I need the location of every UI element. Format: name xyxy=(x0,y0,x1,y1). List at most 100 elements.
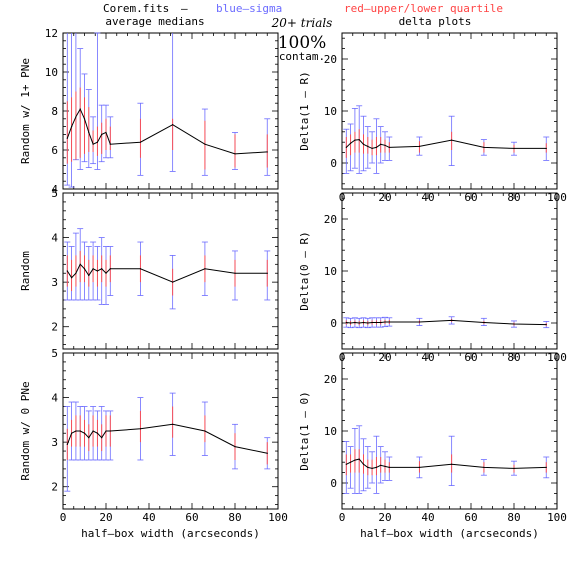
y-tick-label: 12 xyxy=(45,27,58,40)
median-point xyxy=(354,459,356,461)
panel-right-bot: 0 20 40 60 80 100 0 10 20 Delta(1 – 0) half–box wi… xyxy=(298,352,567,540)
y-tick-label: 0 xyxy=(330,317,337,330)
median-point xyxy=(362,463,365,465)
file-label: Corem.fits xyxy=(103,2,169,15)
x-tick-label: 60 xyxy=(185,511,198,524)
median-point xyxy=(234,446,236,448)
median-point xyxy=(79,108,81,110)
median-point xyxy=(109,430,111,432)
median-point xyxy=(350,322,352,324)
median-point xyxy=(371,321,373,324)
median-point xyxy=(139,268,141,270)
y-tick-label: 10 xyxy=(324,105,337,118)
median-point xyxy=(380,143,382,145)
x-axis-label: half–box width (arcseconds) xyxy=(360,527,539,540)
median-point xyxy=(96,141,98,143)
y-tick-label: 4 xyxy=(51,392,58,405)
median-point xyxy=(109,143,111,145)
median-point xyxy=(75,116,77,118)
y-axis-label: Random xyxy=(19,251,32,291)
median-point xyxy=(418,466,420,468)
median-point xyxy=(105,272,107,274)
median-point xyxy=(371,467,373,470)
median-point xyxy=(172,281,174,283)
median-point xyxy=(79,263,81,265)
median-point xyxy=(358,458,360,460)
y-tick-label: 3 xyxy=(51,436,58,449)
x-tick-label: 0 xyxy=(339,511,346,524)
y-tick-label: 2 xyxy=(51,481,58,494)
panel-left-bot: 0 20 40 60 80 100 2 3 4 5 Random w/ 0 PNe half–box … xyxy=(19,347,288,540)
y-tick-label: 0 xyxy=(330,477,337,490)
median-point xyxy=(109,268,111,270)
median-point xyxy=(83,268,86,270)
percent-label: 100% xyxy=(278,33,327,53)
median-point xyxy=(88,274,90,277)
median-point xyxy=(354,321,356,324)
median-point xyxy=(96,270,98,272)
y-axis-label: Delta(1 – 0) xyxy=(298,391,311,470)
y-tick-label: 6 xyxy=(51,144,58,157)
plot-frame xyxy=(62,32,279,190)
contam-label: contam. xyxy=(279,50,325,63)
y-axis-label: Delta(1 – R) xyxy=(298,71,311,150)
y-tick-label: 3 xyxy=(51,276,58,289)
x-tick-label: 20 xyxy=(378,511,391,524)
median-point xyxy=(79,430,81,432)
y-axis-label: Random w/ 0 PNe xyxy=(19,381,32,480)
y-axis-label: Delta(0 – R) xyxy=(298,231,311,310)
median-point xyxy=(101,133,103,135)
median-point xyxy=(483,466,485,468)
median-point xyxy=(83,118,86,120)
median-point xyxy=(513,467,515,470)
median-point xyxy=(266,151,268,153)
median-point xyxy=(92,143,94,145)
median-point xyxy=(75,272,77,274)
median-point xyxy=(362,143,365,145)
median-point xyxy=(66,270,68,272)
median-point xyxy=(358,139,360,141)
trials-label: 20+ trials xyxy=(271,16,333,30)
median-point xyxy=(105,430,107,432)
median-point xyxy=(545,147,547,150)
y-tick-label: 10 xyxy=(45,66,58,79)
y-tick-label: 20 xyxy=(324,53,337,66)
median-point xyxy=(483,321,485,324)
median-point xyxy=(71,126,73,128)
y-tick-label: 2 xyxy=(51,321,58,334)
median-line xyxy=(66,423,268,454)
median-point xyxy=(234,272,236,274)
median-point xyxy=(266,452,268,454)
median-point xyxy=(92,430,94,432)
median-point xyxy=(204,430,206,432)
median-point xyxy=(101,437,103,439)
median-point xyxy=(367,145,369,147)
x-tick-label: 40 xyxy=(142,511,155,524)
median-point xyxy=(367,466,369,468)
y-axis-label: Random w/ 1+ PNe xyxy=(19,58,32,164)
median-point xyxy=(66,137,68,139)
median-point xyxy=(451,463,453,465)
median-point xyxy=(83,432,86,434)
median-point xyxy=(92,268,94,270)
x-tick-label: 0 xyxy=(60,511,67,524)
x-tick-label: 100 xyxy=(268,511,288,524)
median-point xyxy=(345,321,347,324)
y-tick-label: 8 xyxy=(51,105,58,118)
median-line xyxy=(345,139,547,149)
median-point xyxy=(545,323,547,326)
panel-left-mid: 2 3 4 5 Random xyxy=(19,187,279,350)
median-point xyxy=(451,319,453,321)
median-point xyxy=(204,268,206,270)
x-tick-label: 80 xyxy=(507,511,520,524)
median-point xyxy=(418,321,420,323)
median-point xyxy=(513,323,515,325)
x-tick-label: 40 xyxy=(421,511,434,524)
median-point xyxy=(384,321,386,323)
median-point xyxy=(172,124,174,126)
median-point xyxy=(266,272,268,274)
